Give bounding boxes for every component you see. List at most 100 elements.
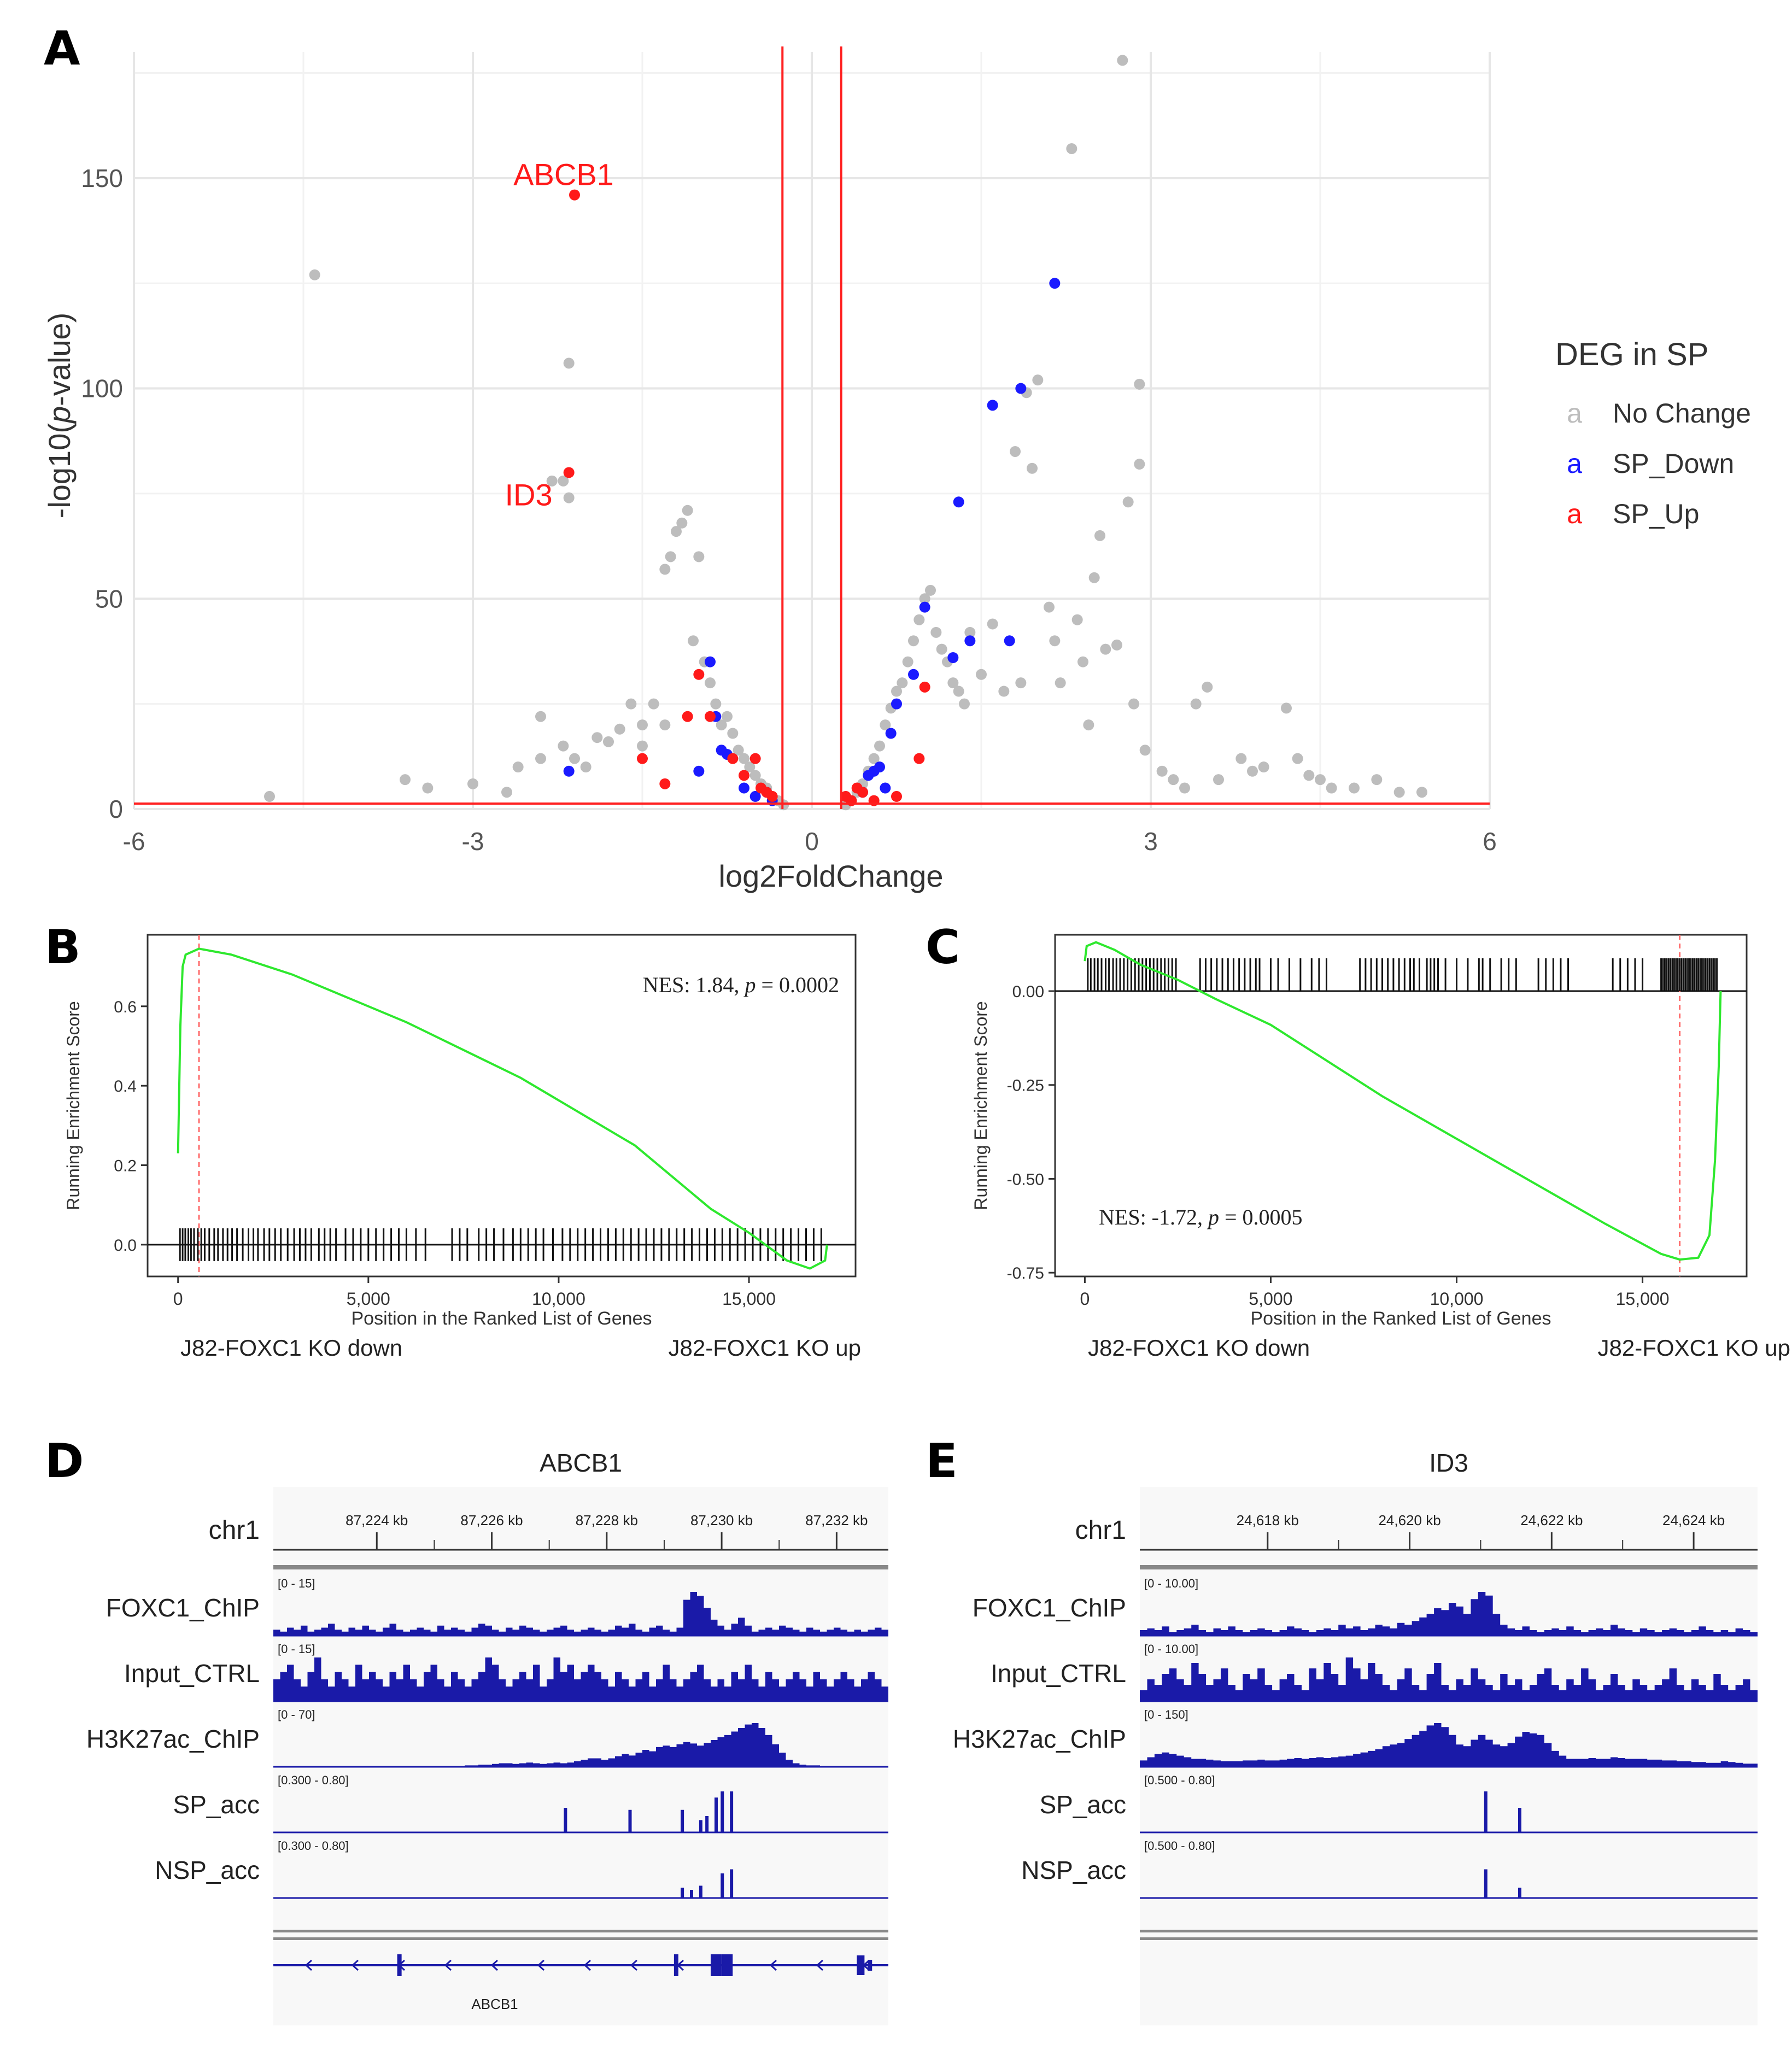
volcano-point-no-change (925, 584, 936, 596)
volcano-point-sp-up (727, 753, 739, 764)
x-tick-label: 0 (1080, 1289, 1090, 1309)
track-sp-acc: SP_acc [0.500 - 0.80] (1039, 1773, 1758, 1833)
volcano-point-no-change (1117, 55, 1128, 66)
y-tick-label: -0.25 (1007, 1077, 1044, 1095)
volcano-point-no-change (1179, 782, 1190, 794)
gene-model-label: ABCB1 (471, 1996, 518, 2012)
chromosome-label: chr1 (1075, 1516, 1126, 1545)
strand-arrow (630, 1959, 638, 1971)
y-tick-label: 50 (95, 584, 123, 613)
ruler-tick-label: 87,226 kb (460, 1512, 523, 1528)
volcano-point-no-change (563, 358, 575, 369)
volcano-point-no-change (1122, 496, 1134, 508)
volcano-point-no-change (1010, 446, 1021, 457)
volcano-point-no-change (716, 719, 727, 731)
label-id3: ID3 (505, 477, 553, 512)
legend-entry: a SP_Up (1567, 499, 1699, 529)
track-h3k27ac-chip: H3K27ac_ChIP [0 - 150] (953, 1708, 1758, 1768)
volcano-point-no-change (913, 614, 925, 625)
panel-letter-b: B (45, 920, 81, 975)
accessibility-bar (564, 1808, 567, 1832)
accessibility-bar (705, 1816, 709, 1832)
track-range-label: [0.500 - 0.80] (1144, 1839, 1215, 1853)
volcano-point-no-change (558, 475, 569, 487)
volcano-point-sp-up (563, 467, 575, 478)
volcano-point-no-change (614, 723, 625, 735)
gsea-y-axis-label: Running Enrichment Score (971, 1001, 991, 1210)
gsea-frame (147, 934, 857, 1278)
legend-entry-label: SP_Down (1613, 448, 1734, 479)
y-tick-label: 150 (81, 164, 123, 192)
track-foxc1-chip: FOXC1_ChIP [0 - 15] (106, 1577, 888, 1637)
volcano-point-no-change (1292, 753, 1303, 764)
volcano-point-no-change (665, 551, 676, 563)
volcano-point-no-change (1066, 143, 1077, 154)
gsea-right-label: J82-FOXC1 KO up (669, 1335, 861, 1361)
volcano-point-no-change (733, 745, 744, 756)
volcano-x-axis-label: log2FoldChange (719, 859, 944, 893)
volcano-point-sp-up (659, 778, 671, 789)
volcano-point-sp-up (891, 790, 902, 802)
volcano-point-no-change (874, 740, 885, 752)
legend-entry: a No Change (1567, 398, 1751, 429)
volcano-point-no-change (264, 790, 275, 802)
x-tick-label: 10,000 (1430, 1289, 1484, 1309)
track-label: NSP_acc (155, 1856, 260, 1884)
volcano-point-no-change (880, 719, 891, 731)
volcano-point-no-change (744, 761, 756, 773)
track-range-label: [0 - 150] (1144, 1708, 1188, 1721)
volcano-point-no-change (987, 618, 998, 630)
track-label: SP_acc (173, 1790, 260, 1819)
accessibility-bar (699, 1885, 702, 1898)
volcano-point-no-change (1190, 698, 1202, 710)
strand-arrow (769, 1959, 777, 1971)
volcano-point-sp-up (637, 753, 648, 764)
accessibility-bar (1484, 1791, 1488, 1832)
volcano-point-sp-down (563, 765, 575, 777)
volcano-point-no-change (309, 269, 320, 280)
volcano-y-axis-label: -log10(p-value) (42, 313, 77, 519)
volcano-point-sp-down (953, 496, 964, 508)
browser-gene-title: ID3 (1429, 1449, 1468, 1477)
volcano-point-no-change (1393, 787, 1405, 798)
volcano-point-no-change (400, 774, 411, 786)
volcano-point-no-change (1083, 719, 1094, 731)
ruler-tick-label: 24,620 kb (1378, 1512, 1440, 1528)
y-tick-label: -0.75 (1007, 1264, 1044, 1282)
track-label: SP_acc (1039, 1790, 1126, 1819)
volcano-point-no-change (1134, 459, 1145, 470)
volcano-point-no-change (682, 505, 693, 516)
volcano-point-no-change (727, 728, 739, 739)
volcano-point-no-change (671, 526, 682, 537)
legend-title: DEG in SP (1555, 337, 1708, 372)
x-tick-label: 15,000 (1616, 1289, 1670, 1309)
gene-exon (711, 1954, 722, 1976)
gsea-x-axis-label: Position in the Ranked List of Genes (1251, 1308, 1551, 1329)
volcano-point-no-change (535, 711, 546, 722)
volcano-point-sp-down (947, 652, 959, 663)
volcano-point-sp-down (705, 656, 716, 667)
volcano-point-sp-down (1049, 278, 1061, 289)
accessibility-bar (1518, 1888, 1521, 1898)
volcano-point-sp-up (857, 787, 868, 798)
volcano-point-no-change (1111, 639, 1122, 651)
volcano-point-no-change (1134, 378, 1145, 390)
volcano-point-no-change (637, 740, 648, 752)
strand-arrow (537, 1959, 545, 1971)
volcano-point-no-change (1258, 761, 1269, 773)
ruler-tick-label: 87,232 kb (805, 1512, 868, 1528)
volcano-point-no-change (1247, 765, 1258, 777)
volcano-point-no-change (1139, 745, 1151, 756)
volcano-point-no-change (959, 698, 970, 710)
track-range-label: [0 - 15] (278, 1642, 315, 1656)
volcano-point-no-change (868, 753, 880, 764)
volcano-point-no-change (688, 635, 699, 647)
volcano-point-no-change (1077, 656, 1088, 667)
volcano-point-no-change (580, 761, 592, 773)
volcano-point-no-change (998, 686, 1010, 697)
gene-exon (397, 1954, 402, 1976)
track-separator (1140, 1930, 1758, 1932)
volcano-point-no-change (546, 475, 558, 487)
volcano-point-no-change (1315, 774, 1326, 786)
